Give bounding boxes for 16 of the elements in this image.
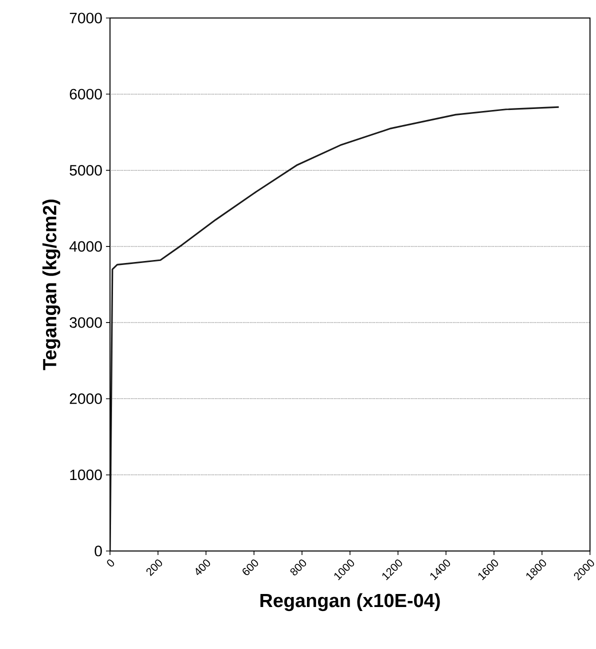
line-series [110,106,560,551]
x-tick-label: 400 [196,560,210,576]
x-tick-label: 0 [107,560,114,567]
y-tick-label: 5000 [70,164,102,176]
x-axis-title: Regangan (x10E-04) [260,593,440,612]
y-tick-label: 0 [94,546,102,556]
y-tick-label: 6000 [70,88,102,100]
y-tick-label: 1000 [70,470,102,480]
x-tick-label: 800 [290,560,306,576]
y-tick-label: 2000 [70,393,102,404]
y-tick-label: 4000 [69,241,102,252]
y-tick-label: 7000 [70,12,102,24]
y-axis-title: Tegangan (kg/cm2) [42,200,60,370]
x-tick-label: 600 [242,560,258,576]
x-tick-label: 200 [146,560,162,576]
y-tick-label: 3000 [70,317,102,328]
